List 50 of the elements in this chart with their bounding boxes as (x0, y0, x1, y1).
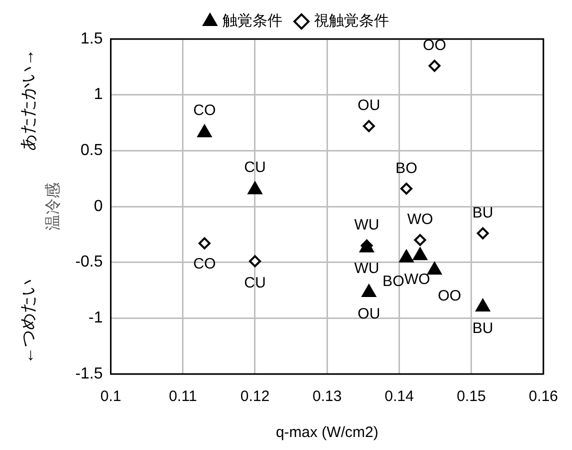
x-tick-label: 0.13 (312, 388, 342, 406)
point (198, 237, 211, 250)
point (248, 182, 262, 194)
annotation: BU (472, 204, 494, 222)
annotation: BU (472, 320, 494, 338)
y-axis-title: 温冷感 (44, 182, 62, 230)
annotation: OU (358, 97, 380, 114)
point (427, 262, 442, 275)
annotation: OU (358, 306, 380, 323)
point (399, 250, 414, 262)
annotation: OO (422, 36, 446, 54)
point (362, 120, 375, 132)
annotation: CU (244, 274, 266, 292)
x-tick-label: 0.16 (528, 388, 558, 406)
annotation: WO (407, 211, 434, 228)
x-axis-title: q-max (W/cm2) (276, 424, 378, 442)
y-tick-label: 1 (94, 86, 103, 104)
legend-label: 触覚条件 (222, 12, 282, 30)
annotation: BO (396, 160, 418, 177)
point (414, 234, 426, 246)
point (362, 284, 376, 297)
point (413, 248, 428, 260)
text: ←つめたい (18, 279, 38, 364)
annotation: WO (404, 270, 430, 288)
point (428, 60, 441, 72)
legend-label: 視触覚条件 (314, 12, 389, 30)
x-tick-label: 0.14 (384, 388, 414, 406)
point (248, 255, 261, 268)
y-tick-label: 0 (94, 198, 103, 215)
point (197, 124, 212, 138)
x-tick-label: 0.11 (168, 388, 197, 406)
annotation: WU (354, 260, 380, 277)
annotation: CU (244, 158, 266, 176)
annotation: OO (438, 287, 462, 304)
x-tick-label: 0.12 (240, 388, 270, 406)
y-tick-label: -0.5 (75, 254, 103, 271)
annotation: CO (193, 102, 216, 119)
point (400, 182, 412, 195)
text: あたたかい→ (18, 49, 38, 151)
y-tick-label: 1.5 (80, 30, 103, 48)
annotation: CO (193, 255, 216, 272)
y-tick-label: -1 (88, 310, 103, 327)
y-tick-label: 0.5 (80, 142, 103, 160)
point (476, 299, 490, 312)
point (476, 227, 489, 240)
annotation: BO (382, 273, 404, 290)
x-tick-label: 0.1 (100, 388, 122, 406)
y-tick-label: -1.5 (75, 365, 103, 382)
annotation: WU (354, 216, 380, 234)
x-tick-label: 0.15 (456, 388, 486, 406)
